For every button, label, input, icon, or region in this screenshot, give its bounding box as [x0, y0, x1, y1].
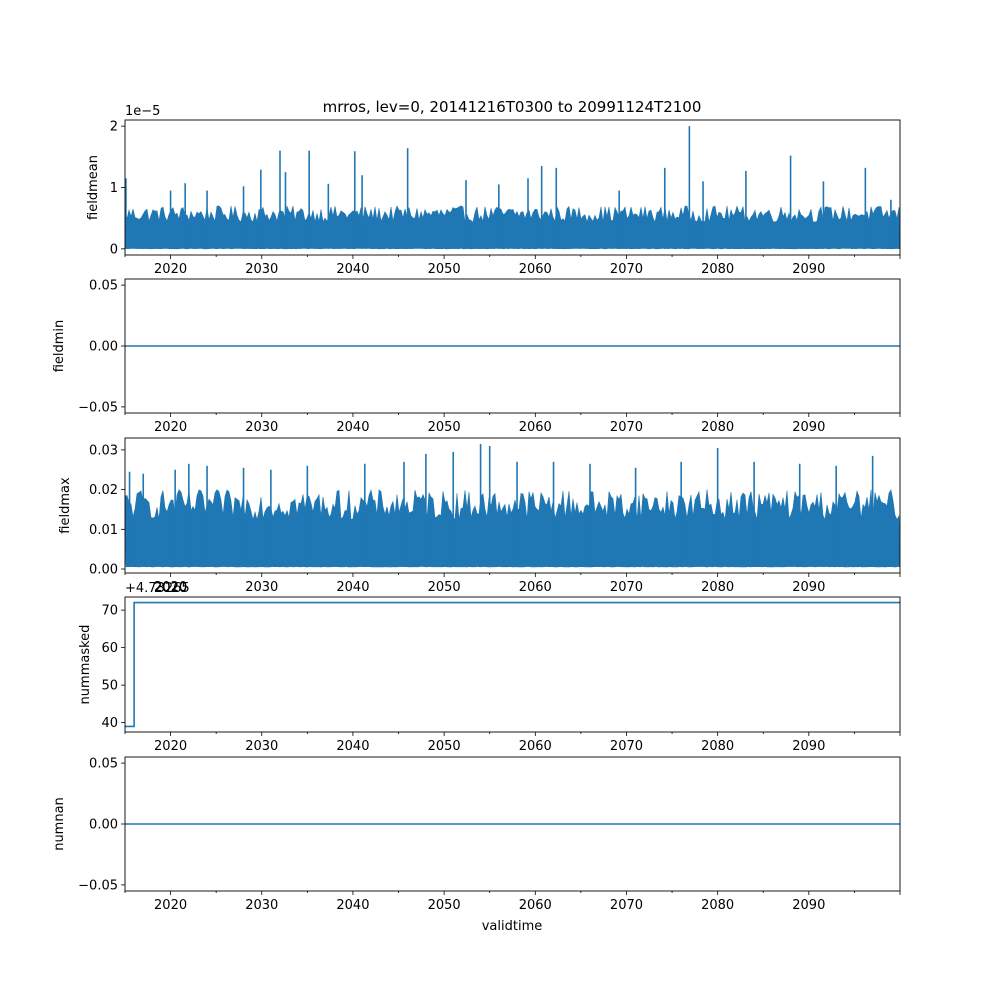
- y-axis-label: fieldmean: [86, 155, 101, 220]
- x-tick-label: 2030: [245, 420, 278, 435]
- x-tick-label: 2080: [701, 420, 734, 435]
- x-tick-label: 2080: [701, 580, 734, 595]
- y-tick-label: 70: [101, 604, 118, 619]
- plot-frame: [124, 596, 901, 733]
- series-band: [124, 205, 901, 250]
- x-tick-label: 2050: [428, 739, 461, 754]
- y-tick-label: 0.02: [89, 483, 118, 498]
- x-tick-label: 2050: [428, 262, 461, 277]
- overlapping-tick-label: 2020: [154, 581, 187, 596]
- numnan-panel: 2020 2030 2040 2050 2060 2070 2080 2090 −0.05 0.0…: [52, 756, 901, 913]
- x-tick-label: 2060: [519, 580, 552, 595]
- x-tick-label: 2020: [154, 739, 187, 754]
- y-axis-label: nummasked: [78, 625, 93, 705]
- x-tick-label: 2030: [245, 262, 278, 277]
- y-tick-label: −0.05: [78, 400, 118, 415]
- y-axis-label: fieldmax: [58, 477, 73, 534]
- x-tick-label: 2020: [154, 898, 187, 913]
- x-tick-label: 2020: [154, 262, 187, 277]
- x-tick-label: 2050: [428, 580, 461, 595]
- x-tick-label: 2080: [701, 898, 734, 913]
- x-tick-label: 2070: [610, 420, 643, 435]
- y-tick-label: 40: [101, 716, 118, 731]
- y-tick-label: 60: [101, 641, 118, 656]
- x-tick-label: 2040: [336, 262, 369, 277]
- x-tick-label: 2080: [701, 262, 734, 277]
- y-tick-label: 0.03: [89, 443, 118, 458]
- y-tick-label: 0.00: [89, 563, 118, 578]
- plot-frame: [124, 437, 901, 574]
- x-tick-label: 2050: [428, 420, 461, 435]
- y-axis-label: fieldmin: [52, 320, 67, 373]
- x-tick-label: 2040: [336, 580, 369, 595]
- x-tick-label: 2060: [519, 898, 552, 913]
- x-tick-label: 2090: [792, 262, 825, 277]
- x-tick-label: 2060: [519, 262, 552, 277]
- x-tick-label: 2050: [428, 898, 461, 913]
- x-tick-label: 2030: [245, 739, 278, 754]
- y-tick-label: 0.00: [89, 818, 118, 833]
- x-tick-label: 2090: [792, 739, 825, 754]
- x-tick-label: 2030: [245, 898, 278, 913]
- x-tick-label: 2070: [610, 739, 643, 754]
- y-tick-label: 0.05: [89, 757, 118, 772]
- y-tick-label: 0: [110, 242, 118, 257]
- fieldmin-panel: 2020 2030 2040 2050 2060 2070 2080 2090 −0.05 0.0…: [52, 278, 901, 435]
- x-tick-label: 2040: [336, 420, 369, 435]
- series-band: [124, 489, 901, 568]
- y-tick-label: 0.00: [89, 340, 118, 355]
- y-axis-label: numnan: [52, 797, 67, 851]
- y-tick-label: −0.05: [78, 878, 118, 893]
- chart-title: mrros, lev=0, 20141216T0300 to 20991124T…: [323, 98, 702, 116]
- x-tick-label: 2060: [519, 739, 552, 754]
- fieldmean-panel: 2020 2030 2040 2050 2060 2070 2080 2090 0 1 2 field…: [86, 104, 901, 277]
- y-tick-label: 1: [110, 181, 118, 196]
- axis-offset-text: +4.73265: [125, 581, 190, 596]
- y-tick-label: 2: [110, 120, 118, 135]
- x-tick-label: 2090: [792, 898, 825, 913]
- x-tick-label: 2070: [610, 898, 643, 913]
- x-tick-label: 2020: [154, 420, 187, 435]
- y-tick-label: 0.05: [89, 279, 118, 294]
- fieldmax-panel: 2020 2030 2040 2050 2060 2070 2080 2090 0.00 0.01…: [58, 437, 901, 595]
- x-tick-label: 2070: [610, 580, 643, 595]
- y-tick-label: 50: [101, 679, 118, 694]
- x-tick-label: 2090: [792, 420, 825, 435]
- axis-offset-text: 1e−5: [125, 104, 160, 119]
- x-tick-label: 2090: [792, 580, 825, 595]
- x-axis-label: validtime: [482, 919, 543, 934]
- x-tick-label: 2060: [519, 420, 552, 435]
- x-tick-label: 2020: [154, 580, 187, 595]
- series-line: [125, 601, 900, 728]
- x-tick-label: 2030: [245, 580, 278, 595]
- x-tick-label: 2080: [701, 739, 734, 754]
- nummasked-panel: 2020 2030 2040 2050 2060 2070 2080 2090 40 50 60 70…: [78, 581, 901, 754]
- x-tick-label: 2070: [610, 262, 643, 277]
- y-tick-label: 0.01: [89, 523, 118, 538]
- x-tick-label: 2040: [336, 898, 369, 913]
- x-tick-label: 2040: [336, 739, 369, 754]
